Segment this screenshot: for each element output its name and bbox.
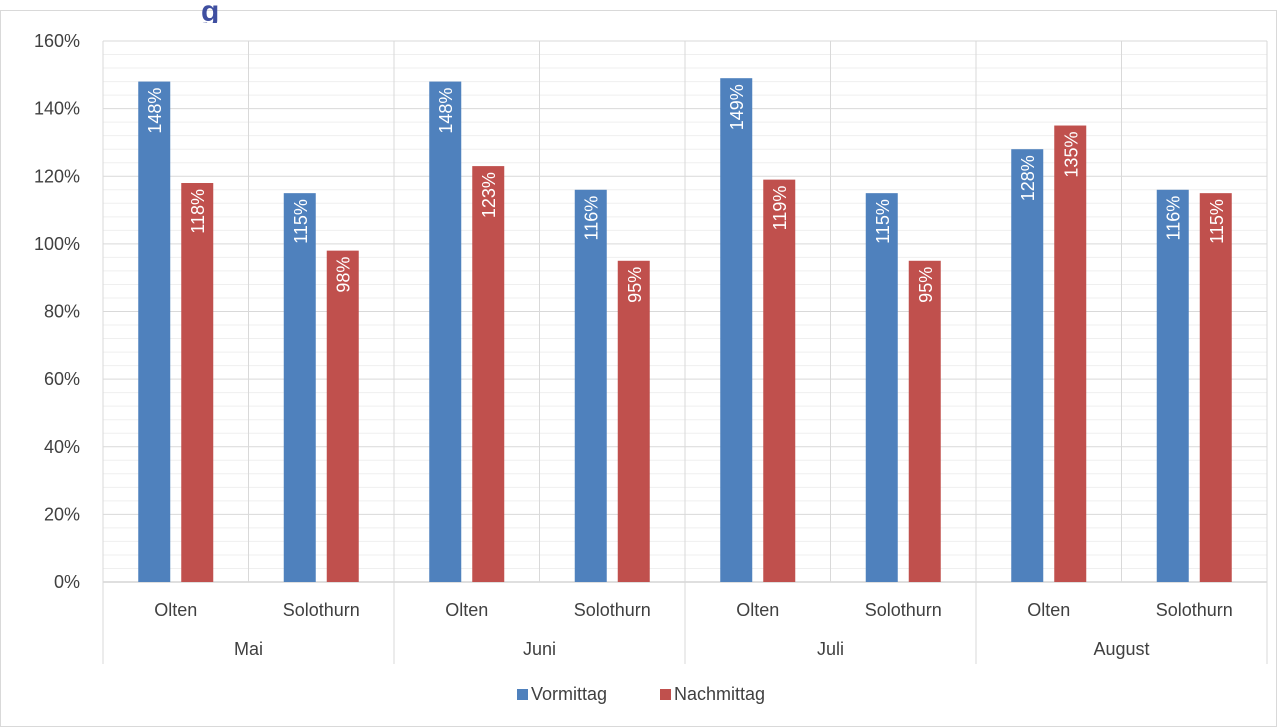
title-fragment-text: g bbox=[201, 0, 220, 23]
bar-data-label: 149% bbox=[727, 84, 747, 130]
bar-data-label: 119% bbox=[770, 186, 790, 231]
legend-swatch bbox=[517, 689, 528, 700]
y-tick-label: 120% bbox=[34, 166, 80, 186]
bar-data-label: 95% bbox=[625, 267, 645, 303]
bar-data-label: 116% bbox=[582, 196, 602, 241]
y-tick-label: 20% bbox=[44, 504, 80, 524]
bar-data-label: 95% bbox=[916, 267, 936, 303]
bar-data-label: 98% bbox=[334, 257, 354, 293]
bar-vormittag bbox=[720, 78, 753, 582]
bar-data-label: 148% bbox=[145, 88, 165, 134]
chart-title-fragment: g bbox=[201, 0, 281, 23]
x-category-label: Olten bbox=[154, 600, 197, 620]
x-axis-categories: Olten Solothurn Olten Solothurn Olten Solothu… bbox=[154, 600, 1233, 620]
bar-vormittag bbox=[283, 193, 316, 582]
bar-vormittag bbox=[865, 193, 898, 582]
bar-data-label: 123% bbox=[479, 172, 499, 218]
x-category-label: Solothurn bbox=[1156, 600, 1233, 620]
bar-vormittag bbox=[574, 189, 607, 582]
x-group-label: Mai bbox=[234, 639, 263, 659]
x-category-label: Solothurn bbox=[865, 600, 942, 620]
bar-nachmittag bbox=[617, 260, 650, 582]
y-tick-label: 160% bbox=[34, 31, 80, 51]
category-dividers bbox=[102, 41, 1268, 664]
bar-nachmittag bbox=[1199, 193, 1232, 582]
legend: Vormittag Nachmittag bbox=[517, 684, 765, 704]
bar-labels: 148% 118% 115% 98% 148% 123% 116% 95% 149% 119% 11… bbox=[145, 84, 1227, 303]
y-axis-ticks: 0% 20% 40% 60% 80% 100% 120% 140% 160% bbox=[34, 31, 80, 592]
bar-data-label: 115% bbox=[1207, 199, 1227, 244]
bar-data-label: 118% bbox=[188, 189, 208, 234]
bar-nachmittag bbox=[908, 260, 941, 582]
x-group-label: August bbox=[1093, 639, 1149, 659]
legend-label: Nachmittag bbox=[674, 684, 765, 704]
bar-data-label: 135% bbox=[1061, 132, 1081, 178]
bars bbox=[138, 78, 1232, 582]
bar-nachmittag bbox=[763, 179, 796, 582]
legend-label: Vormittag bbox=[531, 684, 607, 704]
bar-data-label: 115% bbox=[291, 199, 311, 244]
y-tick-label: 60% bbox=[44, 369, 80, 389]
x-group-label: Juli bbox=[817, 639, 844, 659]
bar-data-label: 115% bbox=[873, 199, 893, 244]
bar-vormittag bbox=[429, 81, 462, 582]
bar-data-label: 116% bbox=[1164, 196, 1184, 241]
bar-vormittag bbox=[1011, 149, 1044, 582]
x-category-label: Olten bbox=[736, 600, 779, 620]
y-tick-label: 0% bbox=[54, 572, 80, 592]
y-tick-label: 140% bbox=[34, 99, 80, 119]
x-group-label: Juni bbox=[523, 639, 556, 659]
x-axis-groups: Mai Juni Juli August bbox=[234, 639, 1150, 659]
bar-data-label: 148% bbox=[436, 88, 456, 134]
x-category-label: Solothurn bbox=[574, 600, 651, 620]
bar-nachmittag bbox=[472, 166, 505, 582]
x-category-label: Olten bbox=[1027, 600, 1070, 620]
bar-nachmittag bbox=[181, 183, 214, 582]
x-category-label: Solothurn bbox=[283, 600, 360, 620]
bar-data-label: 128% bbox=[1018, 155, 1038, 201]
legend-swatch bbox=[660, 689, 671, 700]
x-category-label: Olten bbox=[445, 600, 488, 620]
bar-nachmittag bbox=[326, 250, 359, 582]
bar-nachmittag bbox=[1054, 125, 1087, 582]
y-tick-label: 80% bbox=[44, 302, 80, 322]
bar-vormittag bbox=[1156, 189, 1189, 582]
y-tick-label: 100% bbox=[34, 234, 80, 254]
y-tick-label: 40% bbox=[44, 437, 80, 457]
bar-vormittag bbox=[138, 81, 171, 582]
